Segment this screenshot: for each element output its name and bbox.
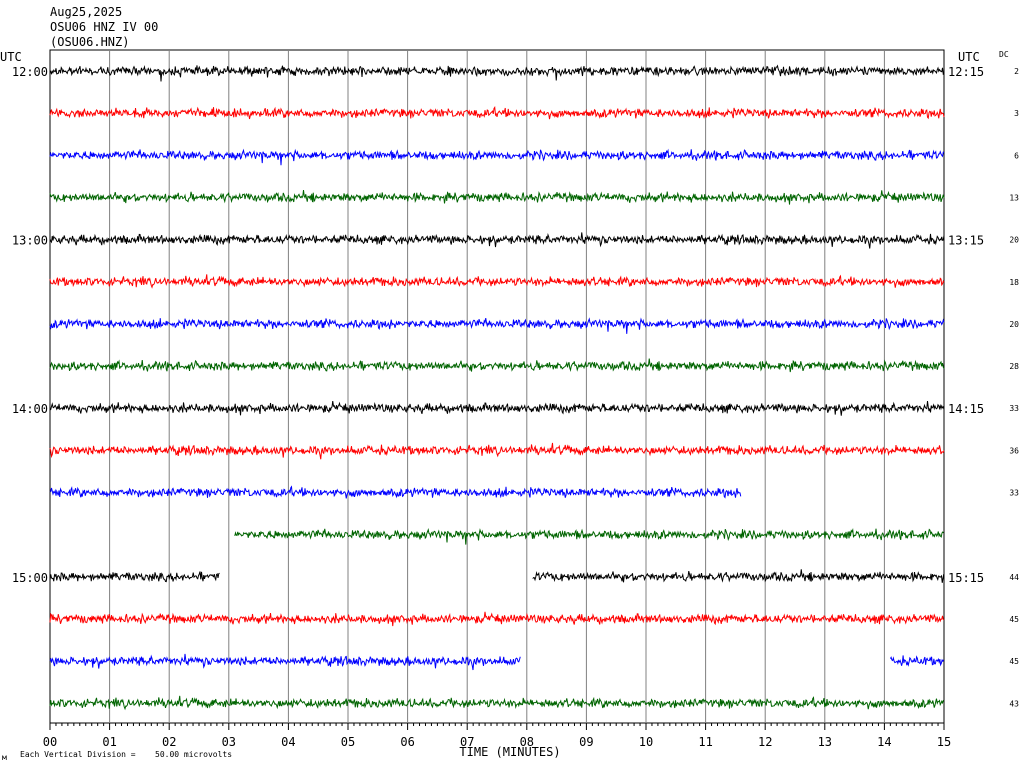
row-time-label-right: 13:15	[948, 234, 984, 248]
row-time-label-left: 14:00	[12, 402, 48, 416]
x-tick-label: 11	[698, 735, 712, 749]
x-tick-label: 02	[162, 735, 176, 749]
x-axis: 00 01 02 03 04 05 06 07 08 09 10 11 12 13 14 15	[43, 723, 951, 749]
trace-segment	[49, 695, 945, 711]
row-time-label-right: 12:15	[948, 65, 984, 79]
trace-segment	[49, 358, 945, 373]
row-dc-value: 45	[1009, 615, 1019, 624]
trace-segment	[49, 653, 521, 671]
row-dc-value: 33	[1009, 489, 1019, 498]
scale-value: 50.00 microvolts	[155, 750, 232, 759]
trace-segment	[889, 655, 945, 667]
x-tick-label: 03	[222, 735, 236, 749]
header-channel: (OSU06.HNZ)	[50, 35, 129, 49]
row-dc-value: 45	[1009, 657, 1019, 666]
trace-segment	[49, 611, 945, 627]
scale-note: Each Vertical Division =	[20, 750, 136, 759]
trace-segment	[49, 232, 945, 249]
traces	[49, 64, 945, 711]
row-dc-value: 2	[1014, 67, 1019, 76]
row-dc-value: 28	[1009, 362, 1019, 371]
x-tick-label: 09	[579, 735, 593, 749]
x-tick-label: 01	[102, 735, 116, 749]
dc-column-label: DC	[999, 50, 1009, 59]
x-axis-title: TIME (MINUTES)	[459, 745, 560, 759]
row-dc-value: 13	[1009, 193, 1019, 202]
row-time-label-left: 15:00	[12, 571, 48, 585]
x-tick-label: 13	[818, 735, 832, 749]
utc-left-label: UTC	[0, 50, 22, 64]
x-tick-label: 05	[341, 735, 355, 749]
trace-segment	[49, 64, 945, 82]
x-tick-label: 06	[400, 735, 414, 749]
row-dc-value: 43	[1009, 699, 1019, 708]
row-dc-value: 44	[1009, 573, 1019, 582]
trace-segment	[49, 442, 945, 460]
trace-segment	[49, 400, 945, 416]
x-tick-label: 10	[639, 735, 653, 749]
row-dc-value: 20	[1009, 236, 1019, 245]
row-dc-value: 20	[1009, 320, 1019, 329]
trace-segment	[234, 528, 944, 545]
x-tick-label: 04	[281, 735, 295, 749]
x-tick-label: 08	[520, 735, 534, 749]
x-tick-label: 00	[43, 735, 57, 749]
trace-segment	[49, 148, 945, 166]
row-time-label-right: 14:15	[948, 402, 984, 416]
x-tick-label: 12	[758, 735, 772, 749]
row-time-label-left: 12:00	[12, 65, 48, 79]
utc-right-label: UTC	[958, 50, 980, 64]
row-dc-value: 36	[1009, 446, 1019, 455]
header-station: OSU06 HNZ IV 00	[50, 20, 158, 34]
row-dc-value: 18	[1009, 278, 1019, 287]
x-tick-label: 15	[937, 735, 951, 749]
trace-segment	[49, 274, 945, 289]
row-time-label-left: 13:00	[12, 234, 48, 248]
trace-segment	[49, 317, 945, 334]
x-tick-label: 14	[877, 735, 891, 749]
trace-segment	[532, 569, 945, 583]
x-tick-label: 07	[460, 735, 474, 749]
trace-segment	[49, 485, 742, 499]
vertical-grid	[109, 50, 885, 723]
scale-mark: м	[2, 753, 7, 762]
row-dc-value: 3	[1014, 109, 1019, 118]
header-date: Aug25,2025	[50, 5, 122, 19]
row-dc-value: 33	[1009, 404, 1019, 413]
trace-segment	[49, 571, 220, 583]
row-time-label-right: 15:15	[948, 571, 984, 585]
trace-segment	[49, 189, 945, 205]
trace-segment	[49, 105, 945, 120]
row-dc-value: 6	[1014, 151, 1019, 160]
